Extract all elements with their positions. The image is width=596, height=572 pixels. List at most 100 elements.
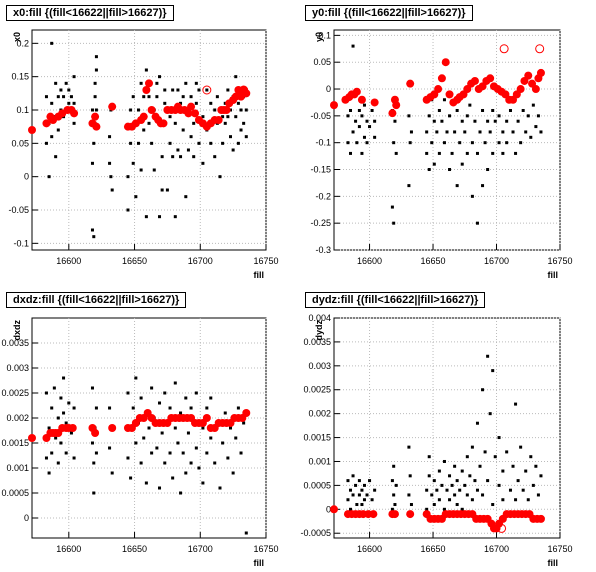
data-point bbox=[155, 446, 159, 450]
data-point bbox=[189, 135, 193, 139]
y-tick-label: 0.001 bbox=[308, 456, 331, 466]
y-tick-label: -0.0005 bbox=[300, 528, 331, 538]
average-point bbox=[92, 122, 101, 131]
data-point bbox=[179, 491, 183, 495]
x-tick-label: 16700 bbox=[188, 544, 213, 554]
data-point bbox=[349, 488, 353, 492]
data-point bbox=[491, 369, 495, 373]
data-point bbox=[171, 476, 175, 480]
data-point bbox=[448, 168, 452, 172]
data-point bbox=[346, 141, 350, 145]
data-point bbox=[229, 426, 233, 430]
data-point bbox=[209, 396, 213, 400]
data-point bbox=[407, 184, 411, 188]
data-point bbox=[150, 141, 154, 145]
data-point bbox=[50, 451, 54, 455]
data-point bbox=[50, 41, 54, 45]
x-tick-label: 16600 bbox=[56, 544, 81, 554]
data-point bbox=[142, 128, 146, 132]
data-point bbox=[442, 507, 446, 511]
data-point bbox=[486, 479, 490, 483]
data-point bbox=[521, 108, 525, 112]
data-point bbox=[460, 507, 464, 511]
y-tick-label: 0.0035 bbox=[1, 338, 29, 348]
data-point bbox=[508, 108, 512, 112]
y-tick-label: 0.002 bbox=[308, 409, 331, 419]
data-point bbox=[47, 175, 51, 179]
data-point bbox=[168, 406, 172, 410]
data-point bbox=[201, 481, 205, 485]
data-point bbox=[463, 130, 467, 134]
data-point bbox=[427, 168, 431, 172]
average-point bbox=[536, 68, 545, 77]
data-point bbox=[147, 426, 151, 430]
data-point bbox=[131, 161, 135, 165]
data-point bbox=[516, 479, 520, 483]
x-tick-label: 16700 bbox=[484, 256, 509, 266]
data-point bbox=[529, 135, 533, 139]
data-point bbox=[155, 81, 159, 85]
data-point bbox=[453, 130, 457, 134]
data-point bbox=[56, 416, 60, 420]
outlier-point bbox=[202, 85, 212, 95]
data-point bbox=[209, 141, 213, 145]
data-point bbox=[110, 471, 114, 475]
y-tick-label: -0.1 bbox=[315, 138, 331, 148]
data-point bbox=[529, 455, 533, 459]
data-point bbox=[173, 215, 177, 219]
data-point bbox=[465, 455, 469, 459]
data-point bbox=[236, 141, 240, 145]
data-point bbox=[373, 135, 377, 139]
data-point bbox=[514, 498, 518, 502]
data-point bbox=[126, 391, 130, 395]
y-axis-label: dxdz bbox=[12, 320, 22, 341]
data-point bbox=[346, 498, 350, 502]
data-point bbox=[134, 441, 138, 445]
average-point bbox=[369, 510, 378, 519]
data-point bbox=[354, 483, 358, 487]
data-point bbox=[407, 493, 411, 497]
data-point bbox=[511, 464, 515, 468]
data-point bbox=[458, 141, 462, 145]
data-point bbox=[160, 431, 164, 435]
y-tick-label: 0.003 bbox=[6, 363, 29, 373]
data-point bbox=[129, 108, 133, 112]
average-point bbox=[159, 119, 168, 128]
data-point bbox=[229, 135, 233, 139]
data-point bbox=[505, 141, 509, 145]
average-point bbox=[445, 90, 454, 99]
data-point bbox=[409, 503, 413, 507]
data-point bbox=[534, 464, 538, 468]
data-point bbox=[92, 235, 96, 239]
data-point bbox=[526, 498, 530, 502]
data-point bbox=[168, 451, 172, 455]
plot-frame bbox=[31, 29, 267, 251]
data-point bbox=[392, 464, 396, 468]
data-point bbox=[226, 456, 230, 460]
data-point bbox=[150, 451, 154, 455]
data-point bbox=[215, 95, 219, 99]
data-point bbox=[223, 411, 227, 415]
average-point bbox=[222, 106, 231, 114]
data-point bbox=[139, 396, 143, 400]
data-point bbox=[370, 108, 374, 112]
data-point bbox=[539, 474, 543, 478]
y-tick-label: 0.1 bbox=[16, 105, 29, 115]
data-point bbox=[226, 115, 230, 119]
data-point bbox=[432, 119, 436, 123]
y-tick-label: 0.05 bbox=[11, 138, 29, 148]
data-point bbox=[357, 479, 361, 483]
data-point bbox=[44, 95, 48, 99]
x-axis-label: fill bbox=[548, 558, 559, 568]
data-point bbox=[59, 88, 63, 92]
data-point bbox=[231, 148, 235, 152]
data-point bbox=[465, 493, 469, 497]
data-point bbox=[445, 488, 449, 492]
data-point bbox=[427, 114, 431, 118]
data-point bbox=[163, 101, 167, 105]
data-point bbox=[501, 130, 505, 134]
data-point bbox=[69, 431, 73, 435]
data-point bbox=[155, 95, 159, 99]
data-point bbox=[54, 81, 58, 85]
